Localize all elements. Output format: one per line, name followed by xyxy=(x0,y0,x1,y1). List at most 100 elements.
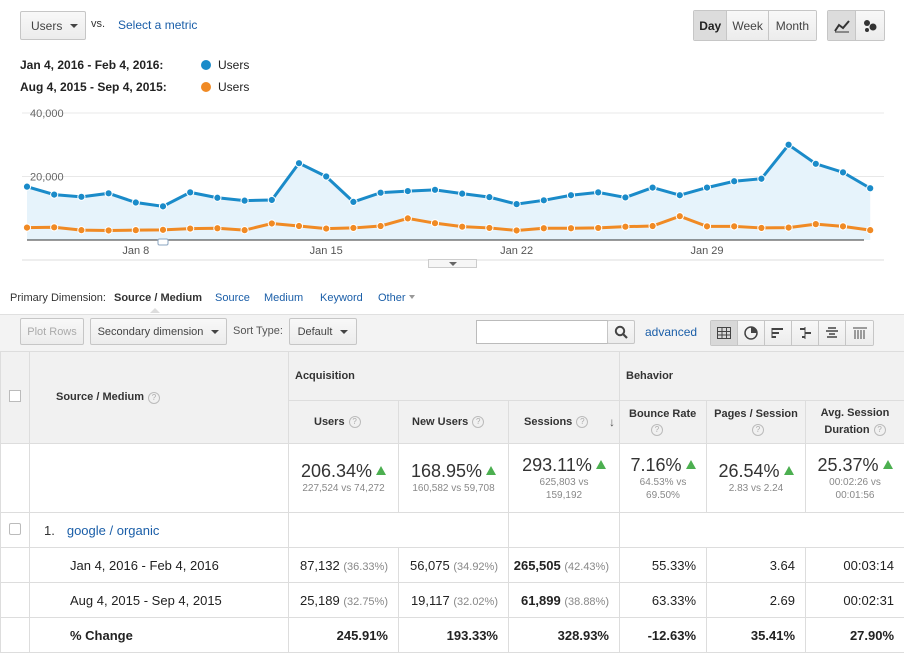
period-1-sessions-pct: (42.43%) xyxy=(564,560,609,573)
period-2-users: 25,189 xyxy=(299,592,340,608)
sessions-header[interactable]: Sessions? ↓ xyxy=(508,400,620,444)
pages-session-total-cmp: 2.83 vs 2.24 xyxy=(728,483,784,494)
sort-type-label: Sort Type: xyxy=(233,325,283,337)
select-metric-link[interactable]: Select a metric xyxy=(118,18,198,32)
data-point xyxy=(675,191,684,200)
help-icon[interactable]: ? xyxy=(148,391,161,404)
percentage-view-button[interactable] xyxy=(738,321,765,345)
plot-rows-button[interactable]: Plot Rows xyxy=(20,318,84,345)
secondary-dimension-select[interactable]: Secondary dimension xyxy=(90,318,227,345)
chevron-down-icon xyxy=(70,23,79,28)
period-1-sessions: 265,505 xyxy=(513,557,561,573)
up-arrow-icon xyxy=(486,466,497,475)
comparison-view-button[interactable] xyxy=(792,321,819,345)
data-point xyxy=(403,187,412,196)
search-button[interactable] xyxy=(607,320,635,344)
help-icon[interactable]: ? xyxy=(472,416,485,429)
up-arrow-icon xyxy=(595,459,606,469)
primary-dimension-active: Source / Medium xyxy=(114,292,203,304)
table-search-input[interactable] xyxy=(476,320,608,344)
advanced-filter-link[interactable]: advanced xyxy=(645,325,698,339)
data-point xyxy=(294,221,304,231)
dimension-keyword[interactable]: Keyword xyxy=(320,292,363,304)
period-2-label: Aug 4, 2015 - Sep 4, 2015 xyxy=(29,582,289,618)
pages-session-header-label: Pages / Session xyxy=(714,408,798,420)
help-icon[interactable]: ? xyxy=(576,416,589,429)
acquisition-group-header: Acquisition xyxy=(288,351,620,401)
change-sessions: 328.93% xyxy=(508,617,620,653)
metric-select-value: Users xyxy=(31,18,63,33)
bubble-chart-icon xyxy=(864,19,877,32)
users-header[interactable]: Users? xyxy=(288,400,399,444)
data-view-button[interactable] xyxy=(711,321,738,345)
pages-session-header[interactable]: Pages / Session? xyxy=(706,400,806,444)
data-point xyxy=(621,222,630,231)
performance-view-button[interactable] xyxy=(765,321,792,345)
up-arrow-icon xyxy=(376,466,387,475)
period-1-users: 87,132 xyxy=(299,557,340,573)
x-tick-label: Jan 15 xyxy=(310,245,343,257)
data-point xyxy=(349,223,358,233)
period-2-sessions: 61,899 xyxy=(520,592,561,608)
series-line xyxy=(26,142,871,208)
change-new-users: 193.33% xyxy=(398,617,509,653)
period-1-users-pct: (36.33%) xyxy=(343,560,388,573)
term-cloud-icon xyxy=(826,327,838,338)
data-point xyxy=(811,220,820,229)
period-2-pages: 2.69 xyxy=(706,582,806,618)
avg-duration-total-cmp-2: 00:01:56 xyxy=(835,489,875,501)
row-checkbox[interactable] xyxy=(9,522,21,535)
data-point xyxy=(240,196,249,205)
period-2-new-users: 19,117 xyxy=(410,592,450,608)
row-dimension-link[interactable]: google / organic xyxy=(66,522,160,538)
data-point xyxy=(349,197,358,207)
help-icon[interactable]: ? xyxy=(651,424,663,437)
select-all-checkbox[interactable] xyxy=(9,390,21,402)
chart-collapse-handle[interactable] xyxy=(428,259,477,268)
month-button[interactable]: Month xyxy=(768,11,816,40)
data-point xyxy=(104,189,113,198)
users-total-pct: 206.34% xyxy=(300,461,373,481)
data-point xyxy=(838,222,848,231)
metric-select[interactable]: Users xyxy=(20,11,86,40)
avg-duration-total-cmp-1: 00:02:26 vs xyxy=(829,476,881,488)
data-point xyxy=(485,193,494,202)
data-point xyxy=(22,182,32,191)
motion-chart-button[interactable] xyxy=(856,11,884,40)
sort-type-value: Default xyxy=(297,325,333,338)
term-cloud-button[interactable] xyxy=(819,321,846,345)
dimension-other[interactable]: Other xyxy=(378,292,415,304)
day-button[interactable]: Day xyxy=(694,11,728,40)
dimension-medium[interactable]: Medium xyxy=(264,292,304,304)
period-1-bounce: 55.33% xyxy=(619,547,707,583)
line-chart-button[interactable] xyxy=(828,11,857,40)
data-point xyxy=(566,224,576,233)
dimension-header[interactable]: Source / Medium? xyxy=(29,351,289,444)
x-tick-label: Jan 8 xyxy=(122,245,149,257)
help-icon[interactable]: ? xyxy=(873,424,886,437)
change-duration: 27.90% xyxy=(804,617,904,653)
table-view-toggle xyxy=(710,320,874,346)
avg-duration-header[interactable]: Avg. Session Duration? xyxy=(804,400,904,444)
bounce-rate-header[interactable]: Bounce Rate? xyxy=(619,400,707,444)
row-index: 1. xyxy=(44,522,55,538)
up-arrow-icon xyxy=(685,459,696,469)
new-users-header[interactable]: New Users? xyxy=(398,400,509,444)
data-point xyxy=(430,185,440,194)
help-icon[interactable]: ? xyxy=(348,416,361,429)
data-point xyxy=(757,223,766,233)
sort-type-select[interactable]: Default xyxy=(289,318,357,345)
period-1-new-users: 56,075 xyxy=(409,557,450,573)
legend-dot-1 xyxy=(201,60,211,70)
pages-session-total-pct: 26.54% xyxy=(718,461,780,481)
data-point xyxy=(322,224,331,233)
change-pages: 35.41% xyxy=(706,617,806,653)
line-chart-icon xyxy=(833,19,850,32)
week-button[interactable]: Week xyxy=(727,11,769,40)
dimension-source[interactable]: Source xyxy=(215,292,250,304)
bounce-rate-total-cmp-2: 69.50% xyxy=(646,489,680,501)
pivot-view-button[interactable] xyxy=(846,321,873,345)
bounce-rate-header-label: Bounce Rate xyxy=(629,408,697,420)
data-point xyxy=(784,223,793,232)
help-icon[interactable]: ? xyxy=(752,424,764,437)
